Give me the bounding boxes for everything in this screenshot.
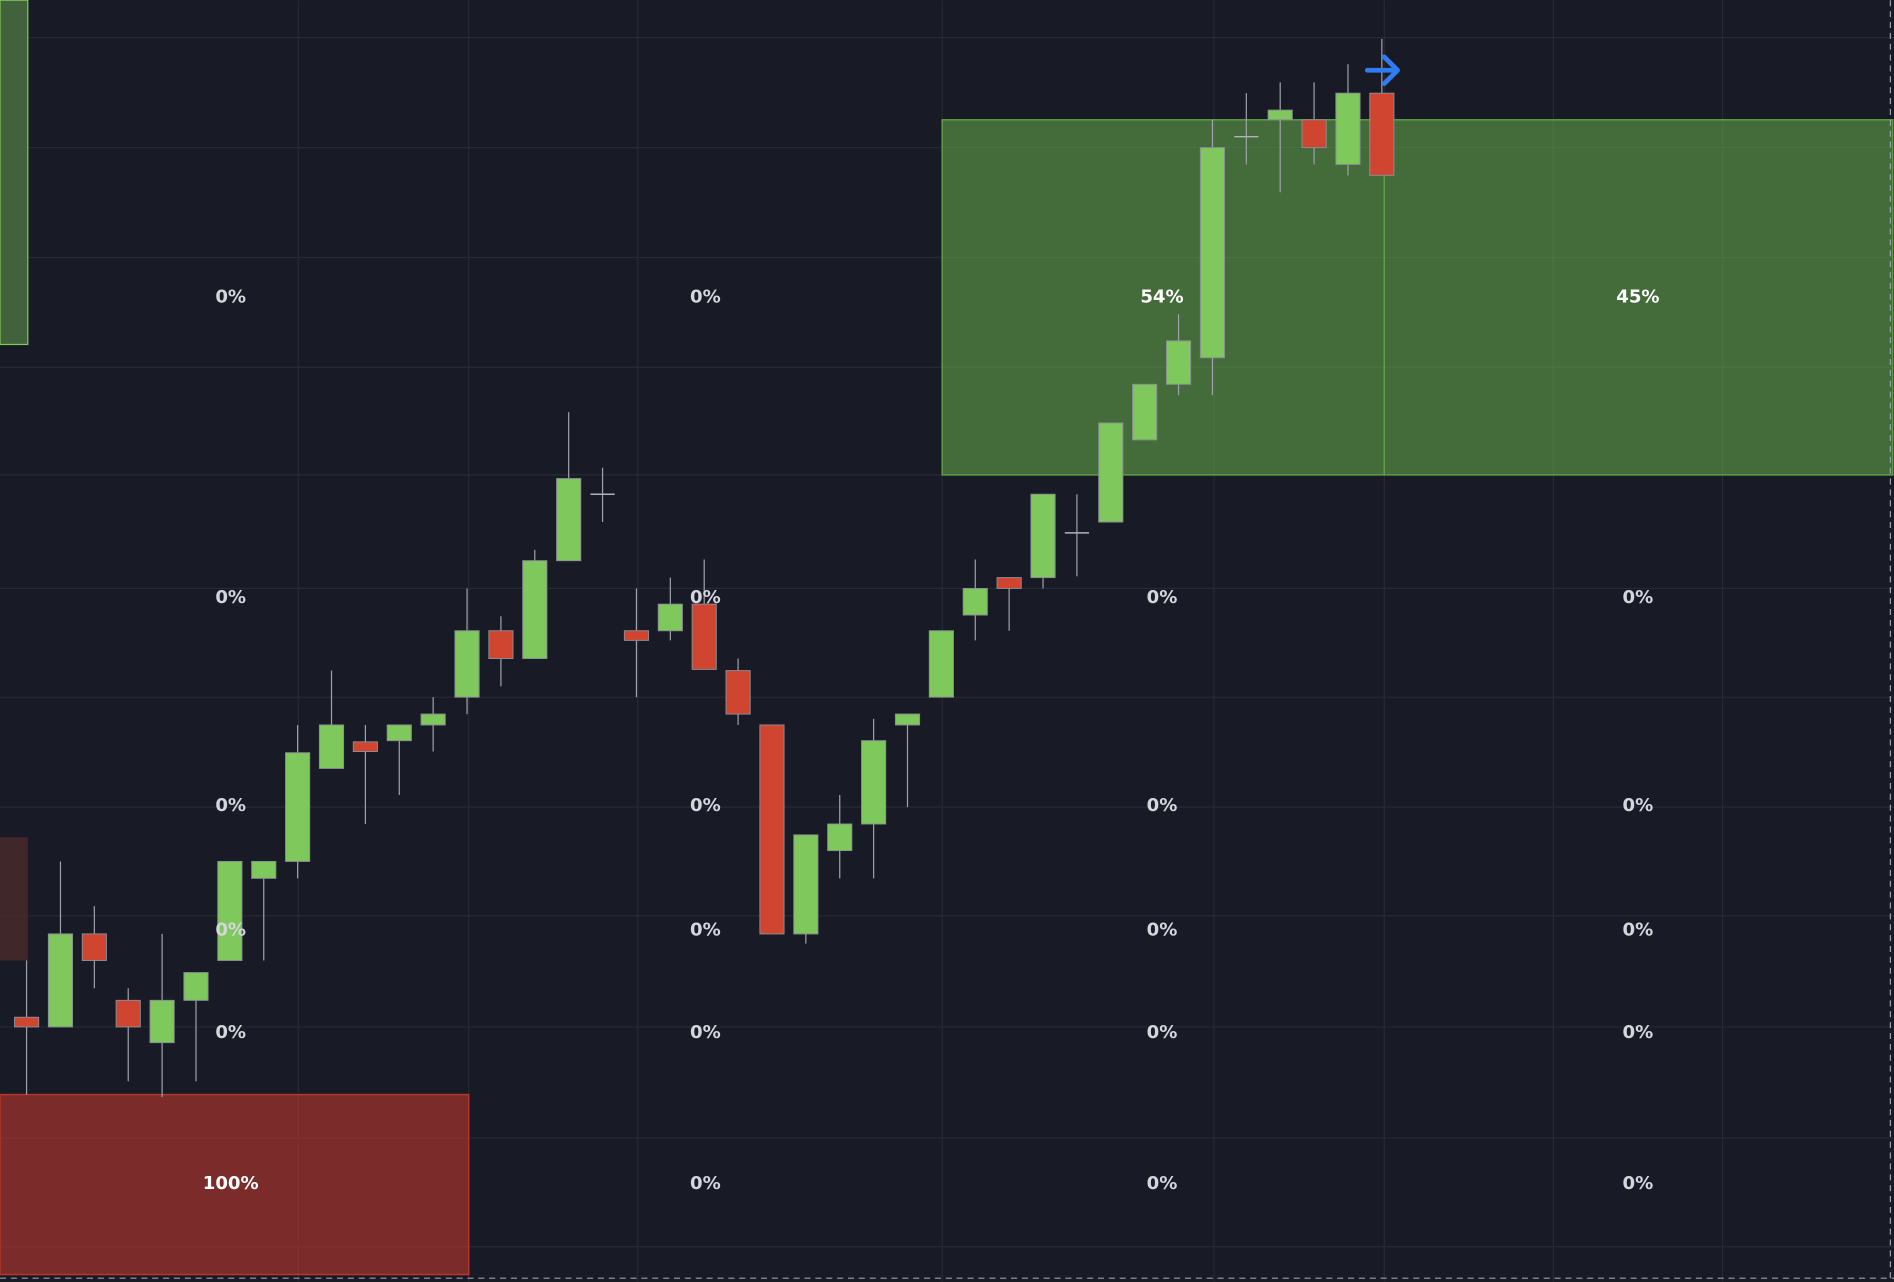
zone-label: 100% bbox=[203, 1173, 259, 1194]
candle-body bbox=[1132, 383, 1158, 441]
candle-body bbox=[217, 860, 243, 961]
zone-label: 0% bbox=[690, 795, 721, 816]
zone-label: 0% bbox=[1147, 587, 1178, 608]
partial-zone bbox=[0, 837, 28, 961]
zone-box bbox=[0, 1093, 470, 1276]
candle-body bbox=[318, 724, 345, 769]
candle-body bbox=[759, 724, 785, 935]
zone-box bbox=[1383, 119, 1894, 476]
zone-label: 0% bbox=[690, 587, 721, 608]
zone-label: 0% bbox=[1623, 587, 1654, 608]
zone-label: 0% bbox=[215, 587, 246, 608]
candle-body bbox=[1199, 147, 1226, 359]
candle-body bbox=[793, 834, 819, 935]
zone-label: 0% bbox=[1147, 1022, 1178, 1043]
zone-label: 0% bbox=[1147, 919, 1178, 940]
candle-body bbox=[1165, 340, 1192, 385]
candle-body bbox=[725, 670, 751, 715]
arrow-icon bbox=[1364, 54, 1400, 86]
zone-label: 0% bbox=[1147, 795, 1178, 816]
candle-body bbox=[1301, 119, 1327, 149]
candle-body bbox=[14, 1016, 40, 1028]
zone-label: 0% bbox=[1623, 1173, 1654, 1194]
zone-label: 0% bbox=[690, 1022, 721, 1043]
zone-label: 0% bbox=[690, 286, 721, 307]
zones bbox=[0, 119, 1894, 1276]
zone-label: 0% bbox=[690, 1173, 721, 1194]
candle-body bbox=[488, 630, 514, 659]
zone-label: 45% bbox=[1616, 286, 1659, 307]
candle-body bbox=[115, 999, 141, 1028]
candle-body bbox=[691, 603, 717, 670]
candle-body bbox=[522, 560, 548, 659]
candle-body bbox=[657, 603, 683, 632]
candle-body bbox=[962, 587, 988, 616]
candle-body bbox=[623, 630, 650, 641]
candle-body bbox=[1098, 422, 1124, 523]
candle-body bbox=[996, 577, 1022, 589]
candle-body bbox=[928, 630, 954, 698]
candle-body bbox=[386, 724, 412, 742]
zone-label: 0% bbox=[1147, 1173, 1178, 1194]
candle-body bbox=[285, 752, 311, 862]
candle-body bbox=[352, 741, 378, 753]
candle-body bbox=[183, 972, 209, 1001]
candle-body bbox=[47, 933, 74, 1028]
zone-label: 0% bbox=[690, 919, 721, 940]
zone-label: 0% bbox=[215, 919, 246, 940]
candle-body bbox=[827, 823, 853, 852]
partial-zone bbox=[0, 0, 29, 346]
zone-label: 0% bbox=[215, 286, 246, 307]
zone-label: 0% bbox=[1623, 795, 1654, 816]
zone-box bbox=[941, 119, 1385, 476]
candle-body bbox=[1369, 92, 1395, 176]
candle-body bbox=[894, 713, 921, 726]
zone-label: 54% bbox=[1140, 286, 1183, 307]
candle-body bbox=[149, 999, 175, 1044]
candle-body bbox=[454, 630, 480, 698]
zone-label: 0% bbox=[215, 795, 246, 816]
candle-body bbox=[1030, 493, 1056, 579]
candle-body bbox=[251, 860, 277, 879]
candle-body bbox=[861, 740, 887, 825]
candles bbox=[14, 38, 1395, 1097]
zone-labels: 0% 0% 54% 45% 0% 0% 0% 0% 0% 0% 0% 0% 0% 0% 0% 0% 0% 0% 0%… bbox=[203, 286, 1660, 1194]
zone-label: 0% bbox=[1623, 919, 1654, 940]
zone-label: 0% bbox=[215, 1022, 246, 1043]
candle-body bbox=[1267, 109, 1293, 121]
candle-body bbox=[81, 933, 107, 961]
zone-label: 0% bbox=[1623, 1022, 1654, 1043]
candle-body bbox=[420, 713, 446, 726]
candle-body bbox=[556, 478, 582, 562]
candle-body bbox=[1335, 92, 1361, 165]
